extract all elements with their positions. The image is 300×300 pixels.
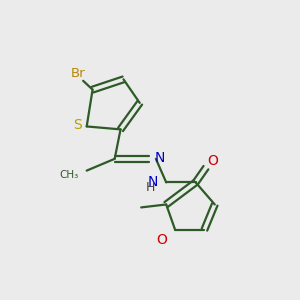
Text: N: N — [148, 176, 158, 189]
Text: S: S — [74, 118, 82, 132]
Text: O: O — [207, 154, 218, 168]
Text: Br: Br — [70, 67, 85, 80]
Text: H: H — [145, 181, 155, 194]
Text: N: N — [154, 151, 165, 165]
Text: O: O — [156, 233, 167, 247]
Text: CH₃: CH₃ — [59, 170, 79, 180]
